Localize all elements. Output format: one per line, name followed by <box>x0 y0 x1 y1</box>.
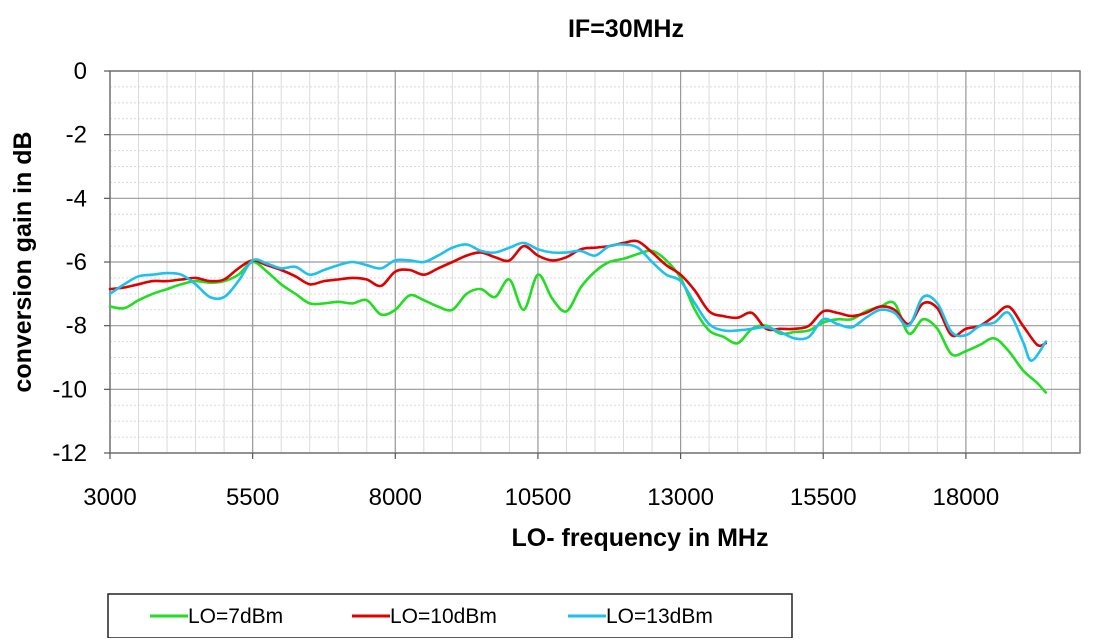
x-axis-ticks: 3000 5500 8000 10500 13000 15500 18000 <box>83 453 999 511</box>
x-tick-label: 10500 <box>505 484 572 511</box>
y-tick-label: -12 <box>52 440 87 467</box>
x-tick-label: 15500 <box>790 484 857 511</box>
y-tick-label: 0 <box>74 58 87 85</box>
y-tick-label: -6 <box>66 249 87 276</box>
y-tick-label: -4 <box>66 185 87 212</box>
x-tick-label: 8000 <box>369 484 422 511</box>
legend-box <box>107 593 793 639</box>
legend: LO=7dBm LO=10dBm LO=13dBm <box>107 593 793 639</box>
series-line-lo-10dbm <box>108 239 1048 348</box>
legend-label: LO=7dBm <box>188 605 283 628</box>
legend-label: LO=13dBm <box>606 605 713 628</box>
y-tick-label: -10 <box>52 376 87 403</box>
legend-label: LO=10dBm <box>390 605 497 628</box>
x-tick-label: 18000 <box>933 484 1000 511</box>
chart-title: IF=30MHz <box>568 15 684 43</box>
legend-items: LO=7dBm LO=10dBm LO=13dBm <box>150 605 713 628</box>
y-axis-title: conversion gain in dB <box>9 131 37 392</box>
y-axis-ticks: 0 -2 -4 -6 -8 -10 -12 <box>52 58 110 467</box>
y-tick-label: -2 <box>66 122 87 149</box>
x-tick-label: 13000 <box>647 484 714 511</box>
x-tick-label: 5500 <box>226 484 279 511</box>
series-line-lo-7dbm <box>108 249 1048 394</box>
x-tick-label: 3000 <box>83 484 136 511</box>
series-lines <box>108 239 1048 394</box>
x-axis-title: LO- frequency in MHz <box>512 524 769 552</box>
y-tick-label: -8 <box>66 313 87 340</box>
series-line-lo-13dbm <box>108 241 1048 362</box>
